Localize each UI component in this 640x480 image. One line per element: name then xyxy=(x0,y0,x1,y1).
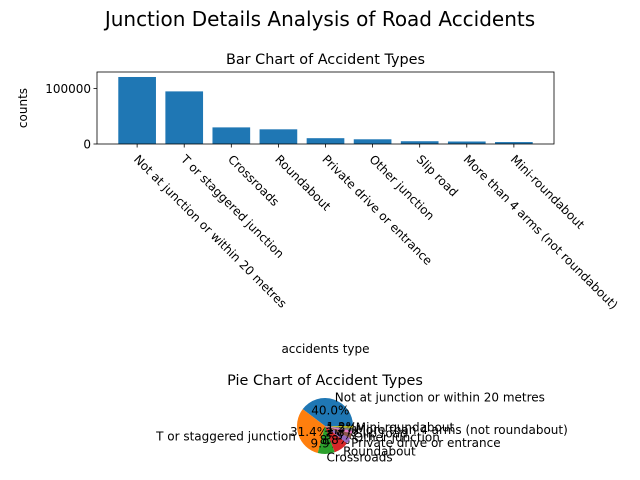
x-tick-label-6: Slip road xyxy=(414,152,461,199)
pie-chart: Not at junction or within 20 metres40.0%… xyxy=(155,390,568,464)
bar-8 xyxy=(495,142,533,144)
pie-slice-8 xyxy=(325,426,353,429)
y-tick-label-0: 0 xyxy=(83,138,91,152)
pie-label-4: Private drive or entrance xyxy=(351,436,501,450)
pie-chart-title: Pie Chart of Accident Types xyxy=(227,373,423,389)
pie-label-6: Slip road xyxy=(355,426,408,440)
pie-pct-7: 1.5% xyxy=(326,422,357,436)
pie-slice-4 xyxy=(325,426,351,444)
bar-chart-ylabel: counts xyxy=(16,88,30,128)
pie-slice-5 xyxy=(325,426,352,439)
pie-pct-8: 1.2% xyxy=(327,420,358,434)
pie-slice-0 xyxy=(302,398,353,426)
pie-label-7: More than 4 arms (not roundabout) xyxy=(356,423,568,437)
bar-2 xyxy=(212,127,251,144)
y-tick-label-1: 100000 xyxy=(45,82,91,96)
pie-slice-1 xyxy=(297,409,325,454)
pie-pct-0: 40.0% xyxy=(311,404,349,418)
bar-0 xyxy=(118,76,156,144)
bar-7 xyxy=(447,141,486,144)
pie-label-2: Crossroads xyxy=(326,450,392,464)
pie-label-3: Roundabout xyxy=(343,444,416,458)
figure-suptitle: Junction Details Analysis of Road Accide… xyxy=(103,7,535,31)
bar-chart-title: Bar Chart of Accident Types xyxy=(226,52,425,68)
pie-label-1: T or staggered junction xyxy=(155,429,296,443)
bar-chart-xlabel: accidents type xyxy=(281,342,369,356)
pie-label-0: Not at junction or within 20 metres xyxy=(335,390,545,404)
pie-slice-7 xyxy=(325,426,353,431)
pie-label-8: Mini-roundabout xyxy=(356,421,455,435)
pie-slice-2 xyxy=(317,426,335,454)
pie-pct-1: 31.4% xyxy=(290,425,328,439)
bar-3 xyxy=(259,129,298,144)
bar-1 xyxy=(165,91,204,144)
pie-label-5: Other junction xyxy=(354,430,440,444)
bar-4 xyxy=(306,138,345,144)
pie-slice-3 xyxy=(325,426,347,453)
bar-5 xyxy=(353,139,392,144)
bar-6 xyxy=(400,141,439,144)
pie-slice-6 xyxy=(325,426,353,434)
bar-plot-frame xyxy=(96,71,555,145)
